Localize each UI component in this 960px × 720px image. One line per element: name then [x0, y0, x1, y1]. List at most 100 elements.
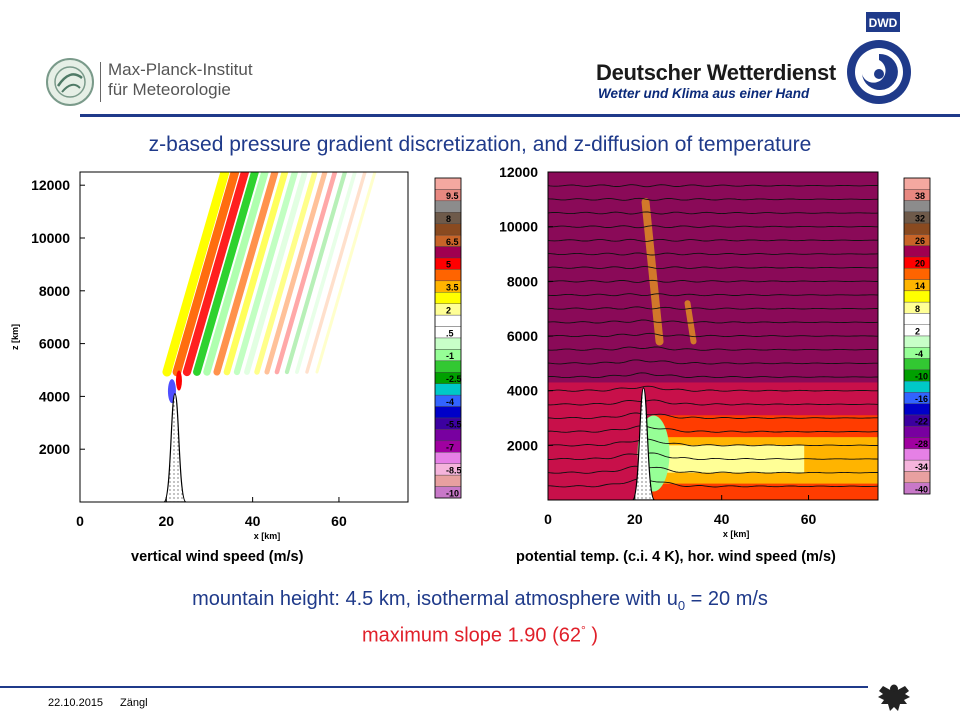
- isentrope: [548, 184, 878, 188]
- colorbar-swatch: [903, 268, 931, 280]
- colorbar-label: -2.5: [446, 374, 462, 384]
- mpi-name-line1: Max-Planck-Institut: [108, 60, 253, 79]
- colorbar-label: 9.5: [446, 191, 459, 201]
- wave-band: [274, 172, 338, 375]
- plot-frame: [79, 171, 409, 503]
- page-title: z-based pressure gradient discretization…: [148, 133, 812, 156]
- isentrope: [548, 438, 878, 447]
- colorbar-swatch: [434, 429, 462, 442]
- mountain-height-text: mountain height: 4.5 km, isothermal atmo…: [0, 588, 960, 613]
- mountain-height-before: mountain height: 4.5 km, isothermal atmo…: [192, 588, 678, 610]
- colorbar-label: 3.5: [446, 283, 459, 293]
- y-tick-label: 4000: [507, 383, 538, 399]
- colorbar-label: .5: [446, 328, 454, 338]
- footer-date: 22.10.2015: [48, 697, 104, 709]
- isentrope: [548, 238, 878, 242]
- y-tick-label: 2000: [39, 441, 70, 457]
- x-tick-label: 20: [159, 513, 175, 529]
- colorbar-swatch: [434, 292, 462, 304]
- wave-band: [315, 172, 377, 374]
- colorbar-swatch: [434, 452, 462, 464]
- colorbar-label: 2: [446, 305, 451, 315]
- colorbar-label: 8: [915, 304, 920, 314]
- wave-band: [264, 172, 328, 375]
- colorbar-label: -16: [915, 394, 928, 404]
- caption-vertical-wind: vertical wind speed (m/s): [131, 549, 304, 565]
- colorbar-label: -40: [915, 484, 928, 494]
- colorbar-label: -7: [446, 443, 454, 453]
- wave-band: [223, 172, 289, 376]
- max-slope-text: maximum slope 1.90 (62° ): [0, 623, 960, 648]
- y-tick-label: 6000: [39, 336, 70, 352]
- colorbar-swatch: [903, 200, 931, 213]
- isentrope: [548, 425, 878, 433]
- colorbar-swatch: [434, 246, 462, 259]
- x-axis-label: x [km]: [254, 531, 281, 541]
- wave-band: [172, 172, 240, 377]
- colorbar-frame: [903, 177, 931, 495]
- colorbar-label: 20: [915, 259, 925, 269]
- footer-author: Zängl: [120, 697, 148, 709]
- colorbar-label: -34: [915, 462, 928, 472]
- isentrope: [548, 359, 878, 365]
- y-tick-label: 6000: [507, 328, 538, 344]
- header-rule: [80, 114, 960, 117]
- y-axis-label: z [km]: [10, 324, 20, 350]
- colorbar-label: -1: [446, 351, 454, 361]
- mountain-height-subscript: 0: [677, 598, 686, 613]
- isentrope: [548, 478, 878, 488]
- colorbar-swatch: [434, 474, 462, 487]
- isentrope: [548, 266, 878, 270]
- colorbar-swatch: [434, 360, 462, 373]
- x-axis-label: x [km]: [723, 529, 750, 539]
- colorbar-label: -10: [915, 372, 928, 382]
- colorbar-swatch: [903, 471, 931, 483]
- x-tick-label: 40: [714, 511, 730, 527]
- x-tick-label: 0: [76, 513, 84, 529]
- x-tick-label: 60: [801, 511, 817, 527]
- mountain-shape: [631, 387, 656, 500]
- isentrope: [548, 372, 878, 379]
- federal-eagle-icon: [878, 684, 910, 711]
- mpi-name: Max-Planck-Institut für Meteorologie: [108, 60, 253, 100]
- isentrope: [548, 346, 878, 351]
- colorbar-swatch: [903, 335, 931, 348]
- wave-band: [284, 172, 348, 375]
- caption-potential-temp: potential temp. (c.i. 4 K), hor. wind sp…: [516, 549, 836, 565]
- colorbar-swatch: [434, 337, 462, 350]
- wave-band: [203, 172, 269, 376]
- x-tick-label: 20: [627, 511, 643, 527]
- dwd-subtitle: Wetter und Klima aus einer Hand: [598, 86, 810, 101]
- isentrope: [548, 279, 878, 283]
- x-tick-label: 40: [245, 513, 261, 529]
- wave-band: [162, 172, 230, 377]
- colorbar-swatch: [903, 245, 931, 258]
- colorbar-swatch: [434, 269, 462, 282]
- colorbar-swatch: [434, 223, 462, 236]
- isentrope: [548, 465, 878, 474]
- colorbar-label: -8.5: [446, 465, 462, 475]
- colorbar-frame: [434, 177, 462, 499]
- wave-band: [182, 172, 250, 377]
- colorbar-swatch: [903, 358, 931, 371]
- wave-band: [213, 172, 279, 376]
- wave-band: [193, 172, 259, 376]
- colorbar-swatch: [434, 383, 462, 396]
- y-tick-label: 2000: [507, 437, 538, 453]
- x-tick-label: 60: [331, 513, 347, 529]
- y-tick-label: 10000: [31, 230, 70, 246]
- max-slope-after: ): [585, 624, 598, 647]
- colorbar-label: 14: [915, 281, 925, 291]
- colorbar-swatch: [903, 426, 931, 438]
- dwd-title: Deutscher Wetterdienst: [596, 60, 836, 85]
- max-slope-degree: °: [580, 623, 586, 637]
- colorbar-label: 8: [446, 214, 451, 224]
- colorbar-label: 32: [915, 214, 925, 224]
- chart-potential-temp: 0 20 40 60 x [km] 2000 4000 6000 8000 10000 12000 3…: [499, 164, 931, 539]
- colorbar-label: -4: [446, 397, 454, 407]
- wave-band: [254, 172, 318, 375]
- colorbar-swatch: [434, 314, 462, 327]
- isentrope: [548, 306, 878, 310]
- wave-band: [244, 172, 308, 375]
